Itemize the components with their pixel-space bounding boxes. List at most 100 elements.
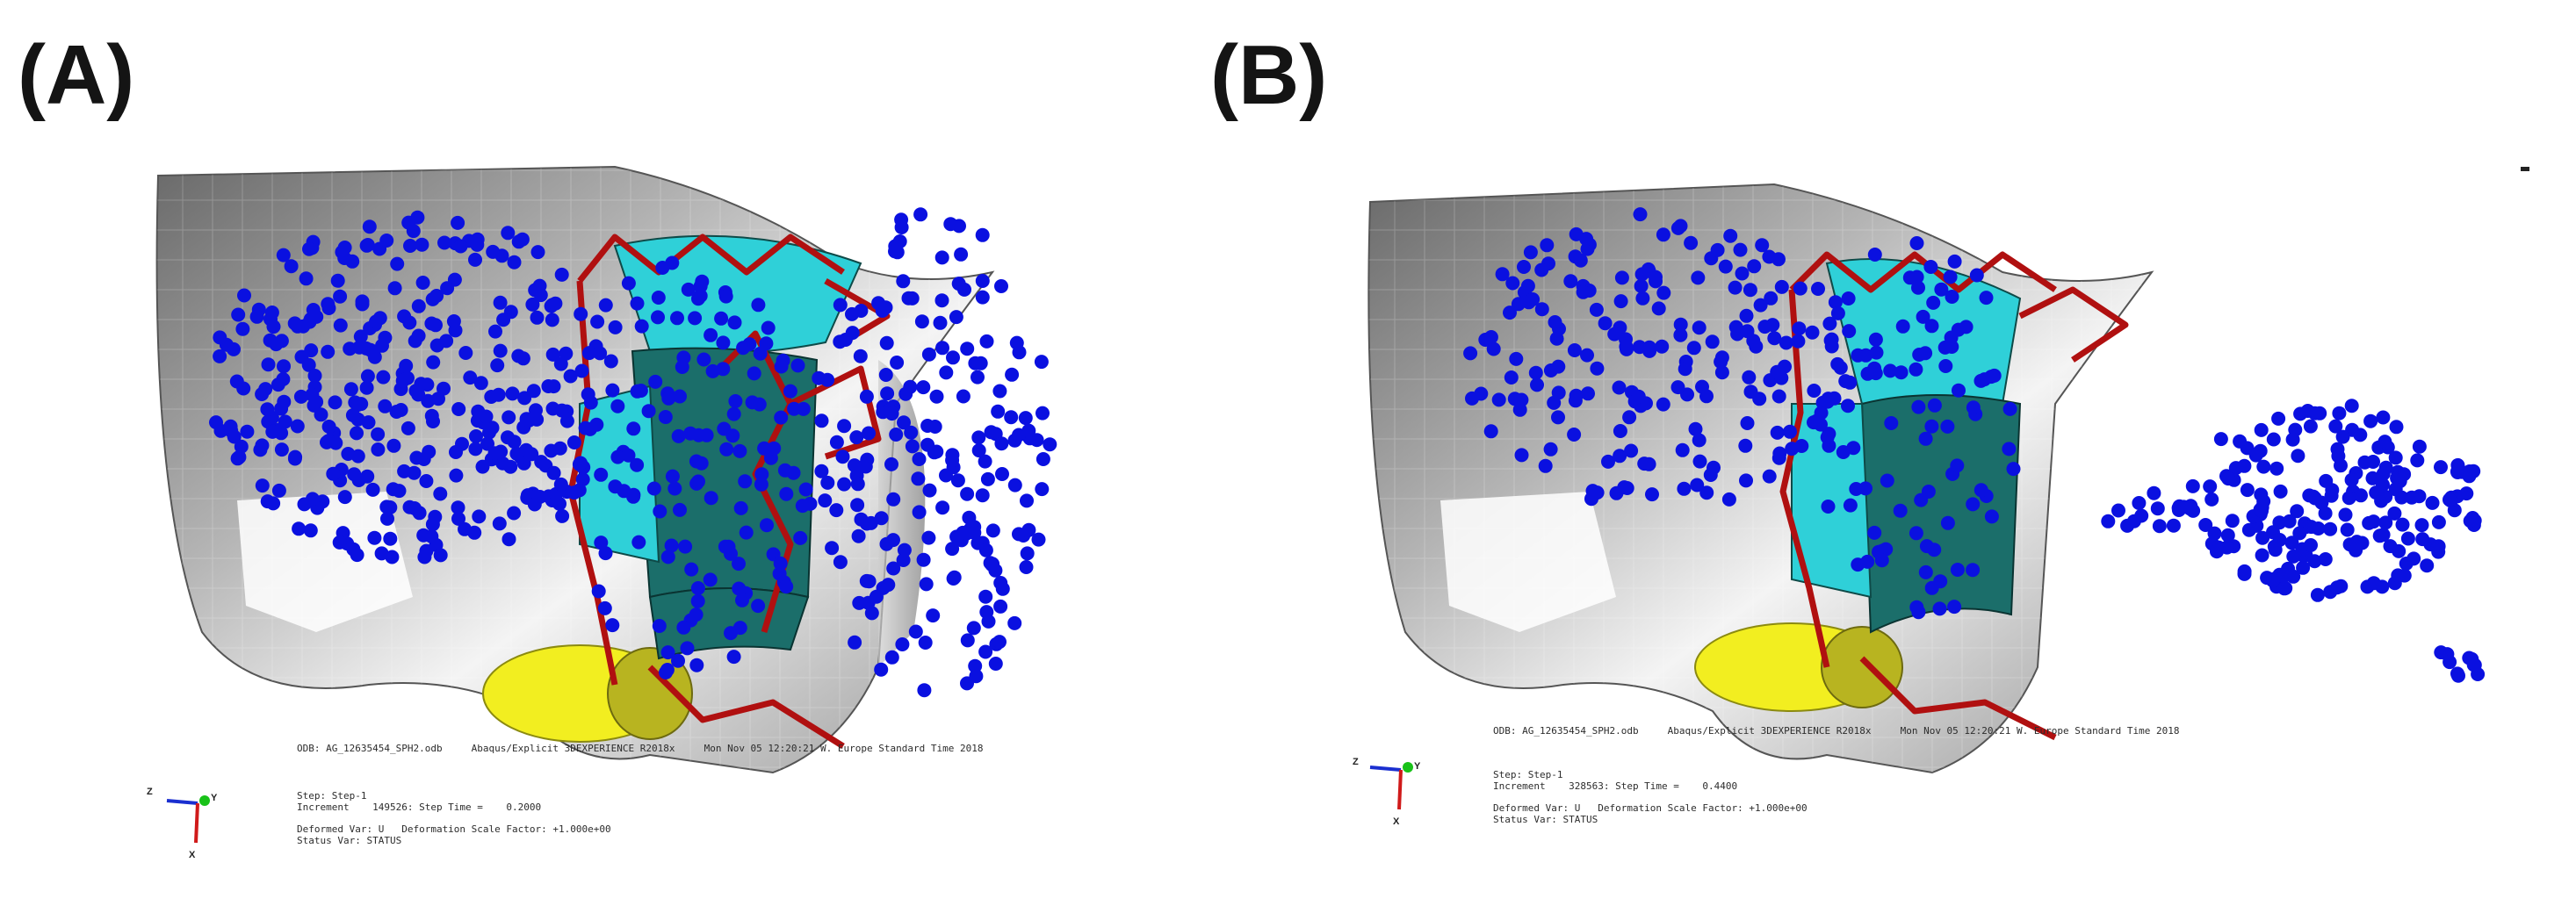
sph-particle [703, 572, 718, 587]
sph-particle [2198, 518, 2213, 532]
sph-particle [2353, 428, 2368, 442]
sph-particle [608, 320, 623, 334]
sph-particle [290, 419, 305, 434]
sph-particle [545, 313, 559, 327]
sph-particle [299, 271, 314, 286]
sph-particle [2271, 411, 2286, 426]
sph-particle [2378, 435, 2392, 449]
sph-particle [2225, 514, 2240, 528]
sph-particle [507, 435, 522, 449]
sph-particle [1463, 346, 1478, 361]
sph-particle [468, 442, 483, 456]
valve-leaflets-b [1791, 258, 2022, 634]
sph-particle [633, 384, 648, 398]
sph-particle [673, 389, 687, 404]
sph-particle [1762, 469, 1777, 484]
odb-info-b: ODB: AG_12635454_SPH2.odb Abaqus/Explici… [1493, 725, 2180, 737]
sph-particle [383, 531, 398, 546]
sph-particle [761, 320, 776, 335]
status-var-b: Status Var: STATUS [1493, 814, 1598, 825]
sph-particle [898, 386, 913, 401]
sph-particle [361, 415, 376, 430]
sph-particle [2425, 495, 2440, 510]
sph-particle [583, 395, 598, 410]
sph-particle [449, 468, 464, 483]
sph-particle [1043, 437, 1057, 452]
sph-particle [1495, 267, 1510, 282]
sph-particle [2443, 492, 2457, 507]
sph-particle [345, 254, 360, 269]
sph-particle [1021, 423, 1036, 438]
sph-particle [670, 311, 684, 326]
sph-particle [2277, 568, 2291, 583]
sph-particle [415, 237, 429, 252]
viewport-b [1367, 183, 2486, 774]
sph-particle [634, 319, 649, 334]
step-info-a: Step: Step-1 [297, 790, 367, 802]
sph-particle [1721, 492, 1736, 507]
sph-particle [230, 451, 245, 466]
sph-particle [1927, 398, 1942, 413]
sph-particle [979, 605, 994, 620]
sph-particle [321, 344, 336, 359]
sph-particle [1884, 416, 1899, 430]
sph-particle [968, 356, 983, 370]
sph-particle [879, 536, 894, 551]
sph-particle [1581, 386, 1595, 401]
sph-particle [1530, 377, 1544, 392]
sph-particle [529, 403, 543, 418]
sph-particle [655, 261, 670, 275]
sph-particle [594, 536, 609, 550]
sph-particle [433, 548, 448, 563]
sph-particle [814, 413, 829, 428]
sph-particle [234, 439, 249, 454]
sph-particle [1794, 439, 1809, 453]
sph-particle [820, 372, 835, 387]
sph-particle [833, 555, 848, 570]
sph-particle [957, 282, 971, 297]
sph-particle [2434, 645, 2449, 660]
sph-particle [671, 428, 686, 443]
sph-particle [451, 402, 466, 416]
sph-particle [1747, 259, 1762, 274]
sph-particle [2207, 526, 2222, 541]
sph-particle [859, 389, 874, 404]
sph-particle [878, 368, 893, 382]
sph-particle [1926, 295, 1941, 310]
sph-particle [1764, 291, 1779, 306]
sph-particle [914, 314, 929, 329]
sph-particle [2354, 488, 2368, 503]
sph-particle [727, 315, 742, 330]
sph-particle [1505, 276, 1520, 291]
sph-particle [869, 589, 884, 604]
sph-particle [2376, 478, 2390, 492]
sph-particle [1770, 425, 1785, 440]
sph-particle [1714, 355, 1728, 370]
calcification-b [1694, 622, 1903, 712]
sph-particle [2420, 558, 2435, 573]
sph-particle [1902, 270, 1917, 285]
sph-particle [1728, 320, 1743, 334]
sph-particle [984, 425, 999, 440]
sph-particle [975, 274, 990, 288]
sph-particle [1691, 270, 1706, 285]
sph-particle [992, 635, 1007, 650]
sph-particle [988, 657, 1003, 671]
sph-particle [401, 215, 416, 230]
sph-particle [912, 452, 927, 466]
sph-particle [2255, 530, 2270, 545]
sph-particle [1843, 498, 1858, 513]
sph-particle [2390, 471, 2405, 485]
sph-particle [1670, 380, 1685, 395]
sph-particle [829, 435, 844, 449]
sph-particle [719, 442, 734, 456]
step-info-b: Step: Step-1 [1493, 769, 1563, 780]
sph-particle [2389, 420, 2404, 435]
sph-particle [524, 447, 539, 462]
sph-particle [2176, 500, 2191, 514]
sph-particle [1933, 574, 1948, 589]
sph-particle [929, 389, 944, 404]
sph-particle [372, 311, 387, 326]
sph-particle [689, 607, 704, 622]
sph-particle [2152, 519, 2167, 534]
